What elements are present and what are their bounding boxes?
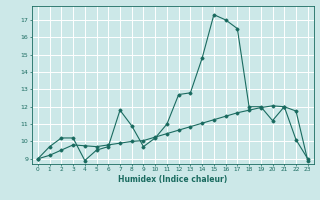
X-axis label: Humidex (Indice chaleur): Humidex (Indice chaleur) — [118, 175, 228, 184]
